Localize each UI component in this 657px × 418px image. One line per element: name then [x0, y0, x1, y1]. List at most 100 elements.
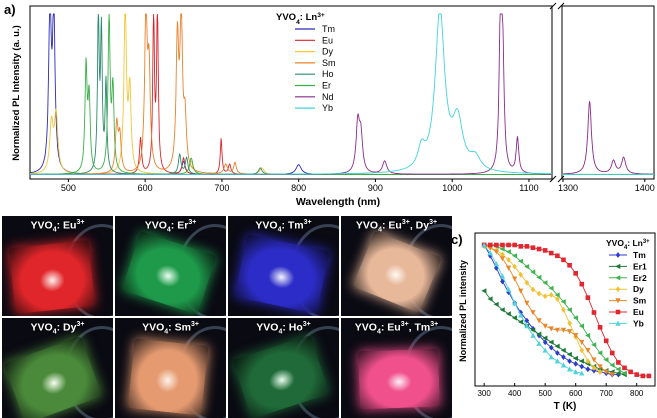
data-point-eu: [488, 243, 493, 248]
data-point-eu: [512, 243, 517, 248]
legend-label-yb: Yb: [322, 103, 333, 113]
data-point-eu: [531, 245, 536, 250]
x-tick-label: 1000: [442, 183, 462, 193]
data-point-eu: [634, 372, 639, 377]
x-tick-label: 700: [600, 389, 614, 398]
thermal-line-eu: [484, 245, 649, 376]
x-tick-label: 600: [138, 183, 153, 193]
data-point-dy: [543, 293, 548, 299]
data-point-eu: [647, 374, 652, 379]
legend-label-nd: Nd: [322, 92, 334, 102]
caption-part: YVO: [356, 220, 378, 232]
thermal-line-yb: [484, 245, 582, 373]
x-tick-label: 700: [214, 183, 229, 193]
data-point-er1: [579, 359, 584, 364]
legend-label-er: Er: [322, 81, 331, 91]
data-point-tm: [561, 354, 566, 360]
legend-label-ho: Ho: [322, 69, 334, 79]
data-point-tm: [573, 361, 578, 367]
x-tick-label: 1400: [635, 183, 655, 193]
photo-caption: YVO4: Tm3+: [228, 219, 339, 234]
data-point-yb: [500, 273, 505, 278]
caption-part: 3+: [188, 219, 196, 226]
caption-part: 3+: [429, 219, 437, 226]
panel-c-x-axis-label: T (K): [554, 401, 577, 412]
luminescent-crystal: [128, 338, 209, 415]
caption-part: 3+: [402, 219, 410, 226]
panel-a-x-axis-label: Wavelength (nm): [296, 196, 380, 208]
panel-a-label: a): [4, 2, 16, 17]
panel-a-y-axis-label: Normalized PL Intensity (a. u.): [11, 25, 22, 161]
data-point-eu: [543, 248, 548, 253]
photo-caption: YVO4: Eu3+, Tm3+: [341, 321, 452, 336]
sample-photo: YVO4: Ho3+: [228, 318, 339, 418]
data-point-sm: [567, 329, 572, 334]
x-tick-label: 500: [61, 183, 76, 193]
sample-photo: YVO4: Er3+: [115, 216, 226, 316]
data-point-er2: [567, 307, 572, 312]
legend-label-eu: Eu: [322, 35, 333, 45]
data-point-eu: [622, 366, 627, 371]
caption-part: YVO: [355, 322, 377, 334]
data-point-eu: [616, 360, 621, 365]
data-point-eu: [640, 374, 645, 379]
data-point-eu: [573, 271, 578, 276]
data-point-yb: [567, 366, 572, 371]
photo-caption: YVO4: Er3+: [115, 219, 226, 234]
data-point-eu: [598, 325, 603, 330]
sample-photo: YVO4: Eu3+, Dy3+: [341, 216, 452, 316]
data-point-eu: [494, 243, 499, 248]
thermal-line-er1: [484, 291, 624, 375]
caption-part: : Eu: [57, 220, 77, 232]
data-point-dy: [537, 291, 542, 297]
spectrum-line-nd-right: [562, 101, 654, 174]
data-point-eu: [518, 244, 523, 249]
caption-part: : Eu: [381, 322, 401, 334]
data-point-er2: [579, 323, 584, 328]
x-tick-label: 1100: [519, 183, 538, 193]
legend-label-er2: Er2: [633, 273, 647, 283]
data-point-tm: [567, 358, 572, 364]
data-point-er2: [585, 333, 590, 338]
legend-label-dy: Dy: [322, 47, 333, 57]
x-tick-label: 1300: [558, 183, 578, 193]
data-point-eu: [506, 243, 511, 248]
data-point-eu: [628, 370, 633, 375]
data-point-eu: [592, 310, 597, 315]
legend-label-eu: Eu: [633, 307, 644, 317]
caption-part: : Tm: [281, 220, 303, 232]
data-point-eu: [579, 282, 584, 287]
caption-part: YVO: [142, 322, 164, 334]
caption-part: : Er: [171, 220, 189, 232]
luminescent-crystal: [358, 349, 440, 410]
data-point-sm: [543, 324, 548, 329]
data-point-sm: [506, 266, 511, 271]
data-point-eu: [586, 295, 591, 300]
thermal-line-er2: [484, 245, 624, 373]
sample-photo: YVO4: Tm3+: [228, 216, 339, 316]
photo-caption: YVO4: Eu3+: [2, 219, 113, 234]
data-point-tm: [579, 364, 584, 370]
caption-part: YVO: [256, 322, 278, 334]
caption-part: 3+: [304, 219, 312, 226]
x-tick-label: 500: [538, 389, 552, 398]
data-point-dy: [567, 320, 572, 326]
caption-part: , Dy: [410, 220, 429, 232]
legend-marker-dy: [616, 286, 621, 292]
caption-part: YVO: [31, 220, 53, 232]
data-point-eu: [610, 351, 615, 356]
legend-label-tm: Tm: [322, 24, 335, 34]
legend-label-sm: Sm: [322, 58, 336, 68]
panel-a-frame-right: [562, 6, 654, 179]
luminescent-crystal: [9, 240, 95, 314]
legend-marker-er1: [615, 264, 620, 269]
x-tick-label: 600: [569, 389, 583, 398]
legend-marker-er2: [615, 275, 620, 280]
data-point-eu: [561, 258, 566, 263]
caption-part: 3+: [191, 321, 199, 328]
photo-caption: YVO4: Sm3+: [115, 321, 226, 336]
caption-part: : Ho: [282, 322, 302, 334]
x-tick-label: 900: [368, 183, 383, 193]
